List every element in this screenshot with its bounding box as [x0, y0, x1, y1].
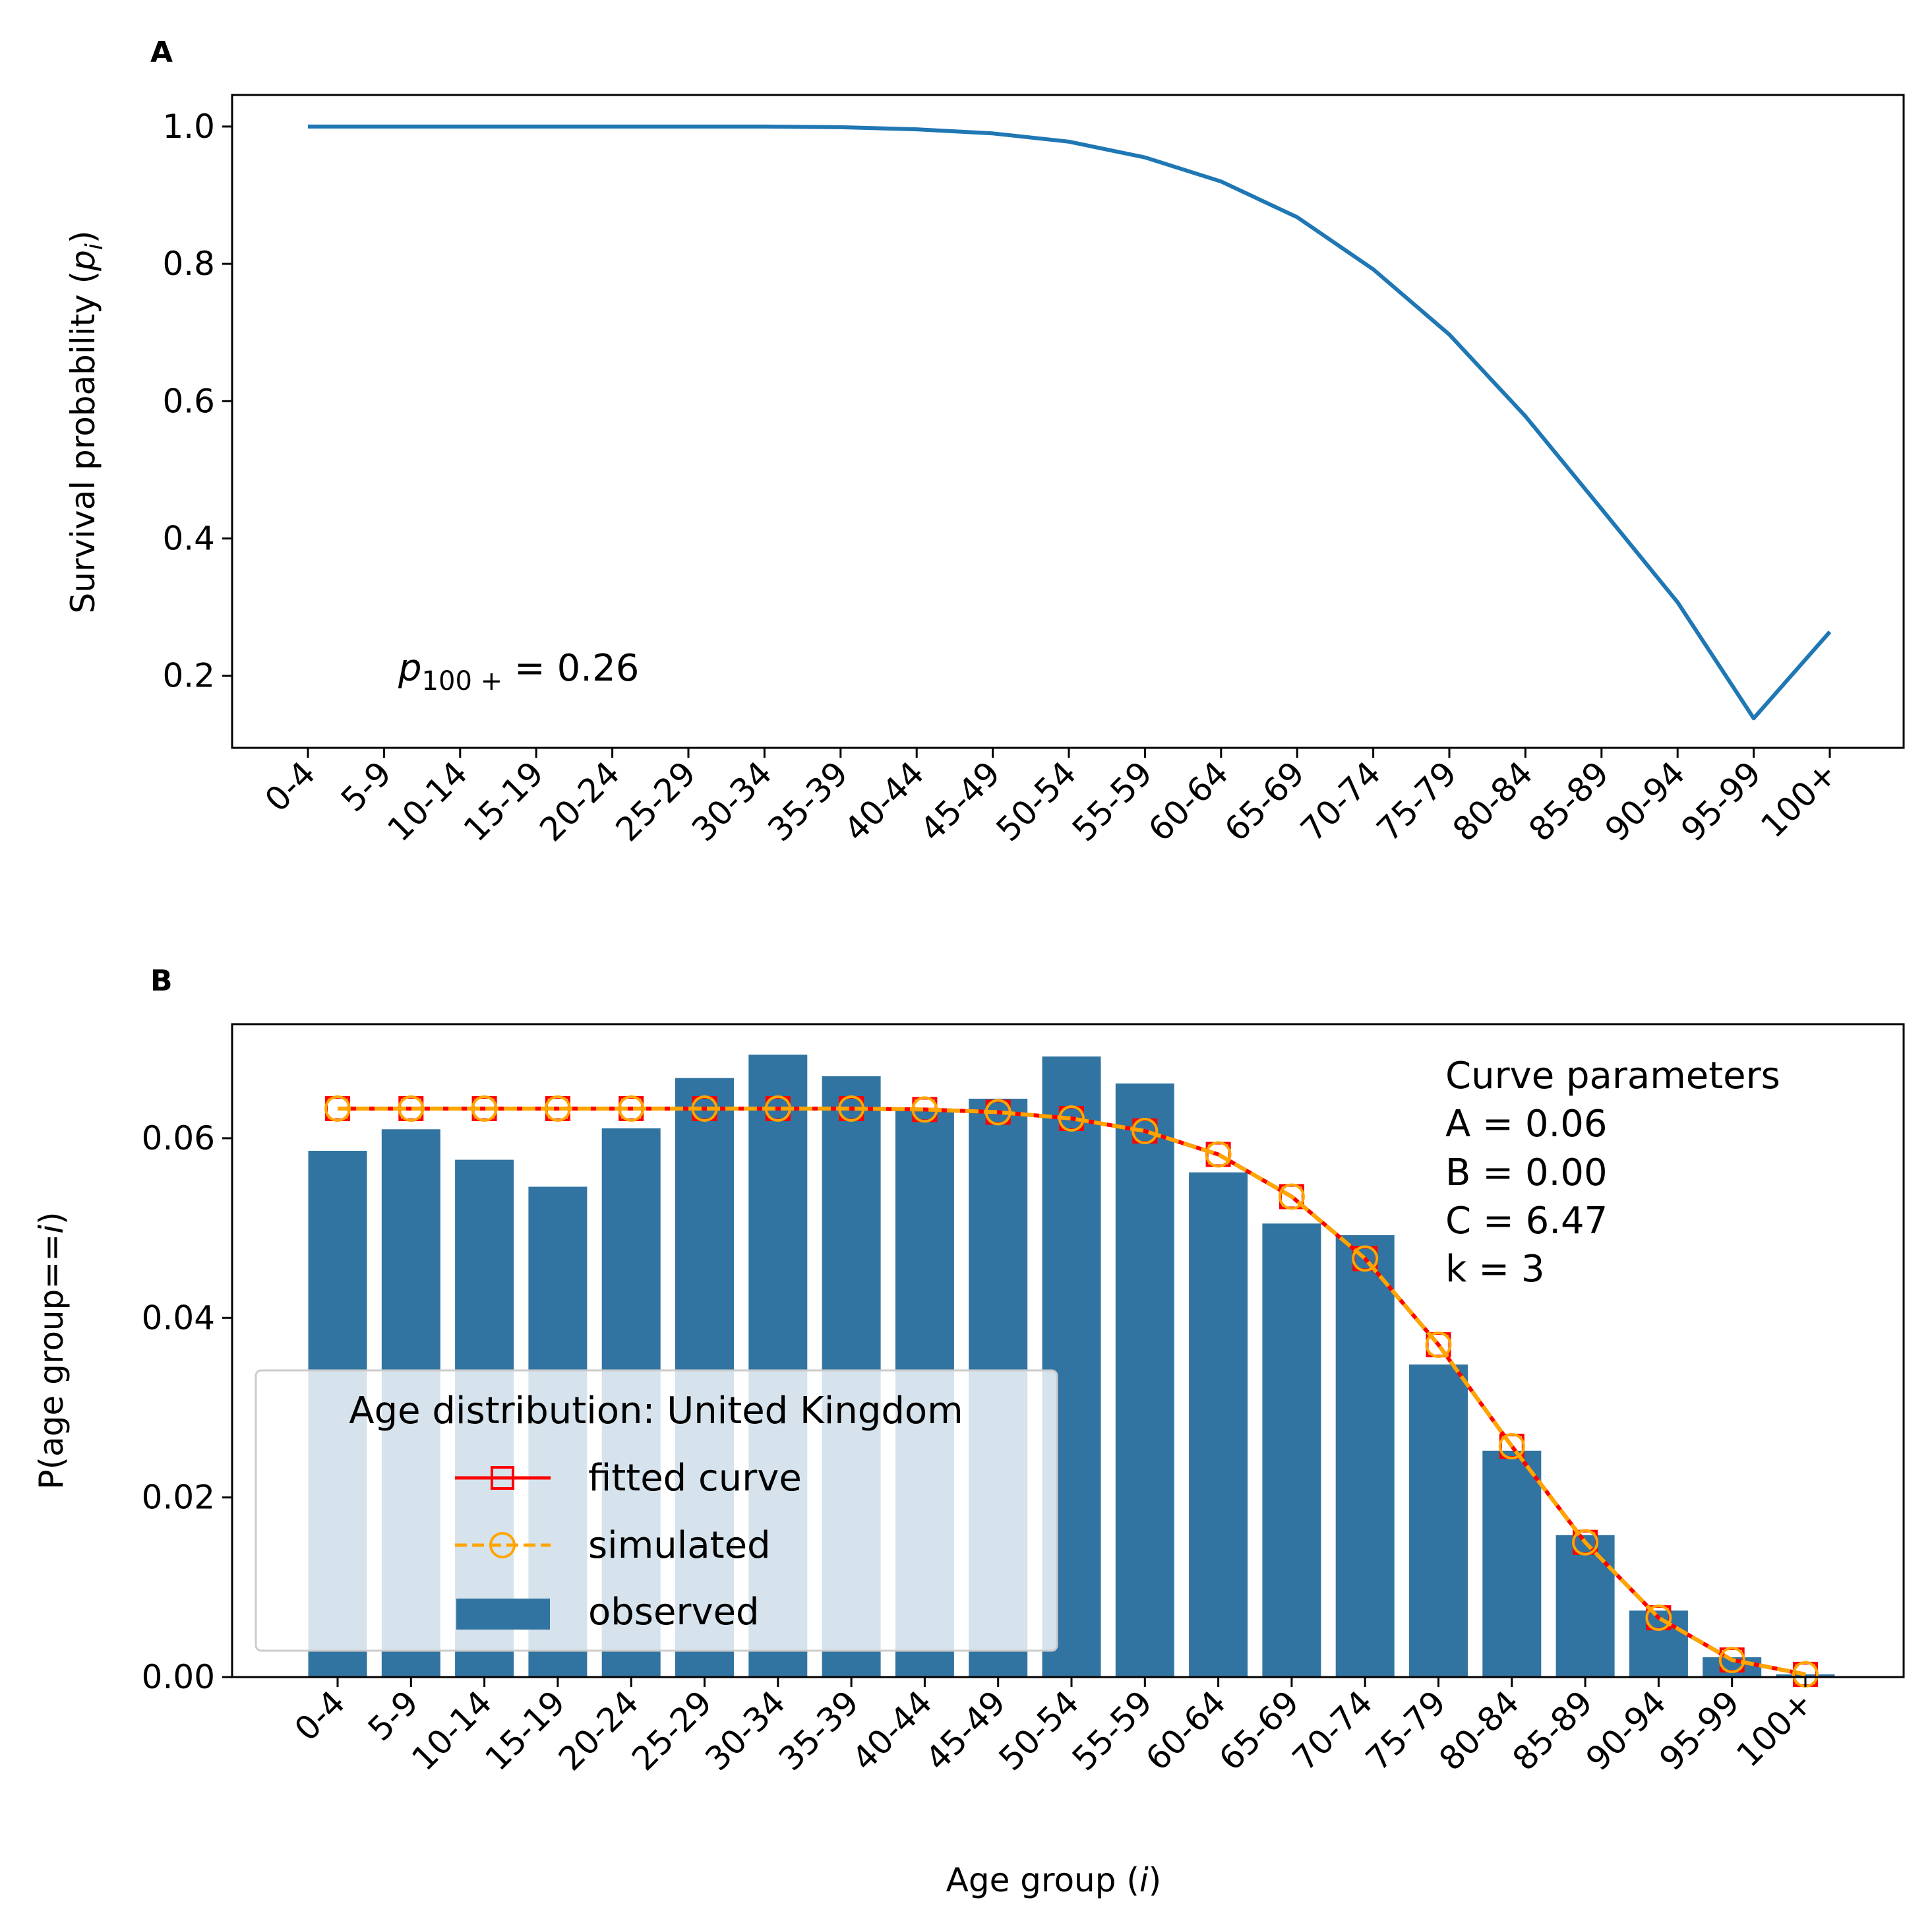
panel-b-curve-parameters: Curve parameters A = 0.06 B = 0.00 C = 6…	[1445, 1055, 1780, 1291]
panel-b: B 0.000.020.040.06 0-4 5-910-1415-1920-24…	[32, 964, 1905, 1899]
observed-bar	[1189, 1172, 1248, 1677]
survival-probability-line	[308, 124, 1832, 721]
observed-bar	[1555, 1535, 1615, 1677]
simulated-circle-marker	[1205, 1141, 1232, 1168]
legend-entry-fitted-curve: fitted curve	[455, 1457, 802, 1500]
simulated-circle-marker	[398, 1095, 425, 1122]
legend-entry-observed: observed	[456, 1591, 760, 1634]
legend-observed-label: observed	[588, 1591, 760, 1634]
simulated-circle-marker	[1132, 1118, 1159, 1144]
y-tick-label: 0.00	[142, 1658, 215, 1696]
curve-parameter-c: C = 6.47	[1445, 1200, 1608, 1242]
simulated-circle-marker	[1352, 1245, 1379, 1272]
simulated-circle-marker	[838, 1095, 865, 1122]
observed-bar	[1482, 1450, 1542, 1677]
simulated-circle-marker	[544, 1095, 571, 1122]
curve-parameter-k: k = 3	[1445, 1248, 1545, 1291]
simulated-circle-marker	[764, 1095, 791, 1122]
simulated-circle-marker	[1498, 1433, 1525, 1459]
panel-a-p100-annotation: p100 + = 0.26	[398, 647, 639, 696]
observed-bar	[1629, 1610, 1688, 1677]
y-tick-label: 0.04	[142, 1299, 215, 1337]
simulated-circle-marker	[324, 1095, 351, 1122]
legend-fitted-label: fitted curve	[588, 1457, 802, 1500]
panel-b-plot-frame	[231, 1023, 1905, 1678]
legend-box	[255, 1369, 1058, 1652]
curve-parameter-a: A = 0.06	[1445, 1103, 1608, 1146]
curve-parameters-title: Curve parameters	[1445, 1055, 1780, 1097]
simulated-circle-marker	[1278, 1183, 1305, 1210]
y-tick-label: 0.06	[142, 1119, 215, 1157]
simulated-circle-marker	[691, 1095, 718, 1122]
legend-simulated-label: simulated	[588, 1524, 771, 1567]
simulated-line	[338, 1107, 1806, 1676]
simulated-circle-marker	[1572, 1529, 1599, 1556]
y-tick-label: 0.8	[162, 245, 215, 283]
observed-bar	[1262, 1223, 1321, 1677]
simulated-circle-marker	[471, 1095, 498, 1122]
y-tick-label: 0.4	[162, 519, 215, 557]
simulated-circle-marker	[911, 1096, 938, 1123]
simulated-circle-marker	[1425, 1331, 1452, 1359]
y-tick-label: 0.2	[162, 657, 215, 695]
legend-fitted-square-marker	[491, 1466, 514, 1490]
panel-a-y-axis-label: Survival probability (pi)	[64, 231, 108, 614]
y-tick-label: 1.0	[162, 107, 215, 146]
legend-entry-simulated: simulated	[455, 1524, 771, 1567]
panel-b-legend: Age distribution: United Kingdom fitted …	[255, 1369, 1058, 1652]
observed-bar	[1776, 1674, 1835, 1677]
panel-b-y-axis-label: P(age group==i)	[32, 1211, 71, 1489]
panel-a-letter: A	[150, 36, 173, 69]
panel-b-y-axis: 0.00 0.02 0.04 0.06	[142, 1119, 232, 1696]
panel-b-x-axis-label: Age group (i)	[946, 1861, 1162, 1899]
y-tick-label: 0.02	[142, 1479, 215, 1517]
observed-bar	[1409, 1364, 1468, 1677]
panel-b-simulated	[324, 1095, 1819, 1688]
legend-observed-swatch	[456, 1599, 550, 1630]
simulated-circle-marker	[618, 1095, 645, 1122]
panel-a-y-axis: 0.2 0.4 0.6 0.8 1.0	[162, 107, 232, 695]
y-tick-label: 0.6	[162, 382, 215, 420]
observed-bar	[1115, 1083, 1174, 1677]
observed-bar	[1335, 1235, 1395, 1677]
panel-b-letter: B	[150, 964, 173, 998]
simulated-circle-marker	[984, 1099, 1011, 1126]
legend-title: Age distribution: United Kingdom	[349, 1390, 963, 1432]
simulated-circle-marker	[1718, 1647, 1745, 1674]
simulated-circle-marker	[1645, 1605, 1672, 1632]
curve-parameter-b: B = 0.00	[1445, 1151, 1608, 1194]
panel-a-line-layer	[308, 124, 1832, 721]
legend-simulated-circle-marker	[489, 1532, 516, 1558]
simulated-circle-marker	[1058, 1105, 1085, 1132]
